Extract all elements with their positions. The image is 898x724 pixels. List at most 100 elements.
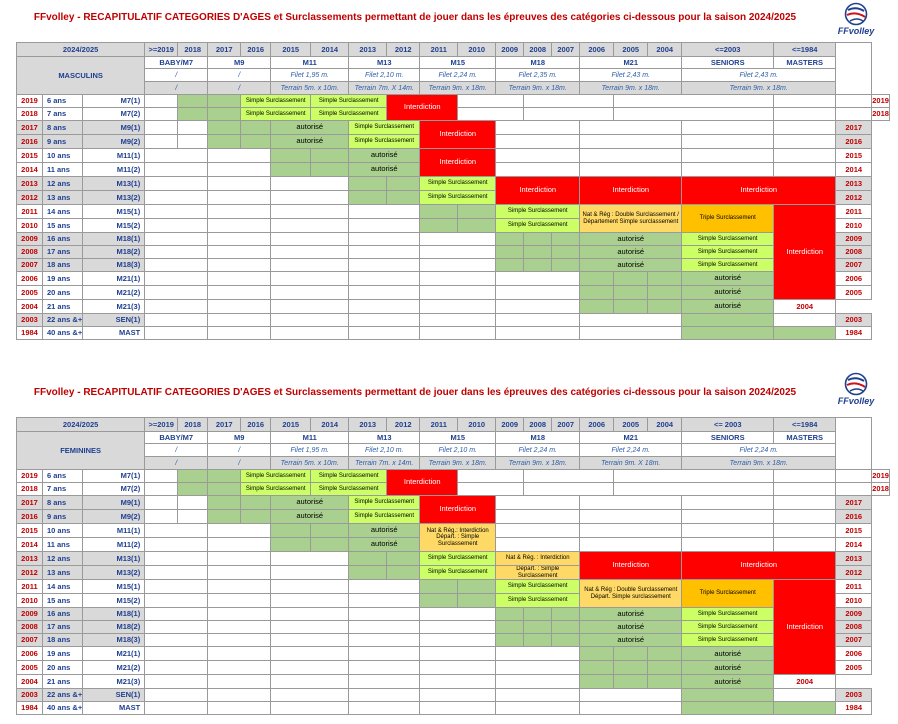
empty-cell [495, 299, 581, 314]
category-code: M21(1) [82, 646, 146, 662]
volleyball-icon [844, 2, 868, 26]
category-code: M18(2) [82, 245, 146, 259]
empty-cell [348, 313, 421, 327]
empty-cell [144, 190, 209, 205]
interdiction-cell: Interdiction [495, 176, 581, 205]
year-header: 2008 [523, 417, 553, 432]
birth-year-right: 1984 [835, 701, 873, 716]
autorise-cell: autorisé [681, 299, 775, 314]
birth-year-right: 2018 [871, 107, 890, 121]
empty-cell [579, 509, 683, 524]
simple-surclassement-cell: Simple Surclassement [681, 258, 775, 272]
age-label: 13 ans [41, 190, 84, 205]
autorise-cell: autorisé [681, 271, 775, 286]
gender-label: MASCULINS [15, 56, 146, 95]
terrain-size: Terrain 9m. x 18m. [681, 81, 837, 95]
birth-year: 2003 [16, 688, 43, 703]
empty-cell [270, 176, 350, 191]
birth-year: 2007 [16, 258, 43, 272]
empty-cell [144, 482, 179, 496]
empty-cell [270, 564, 350, 581]
empty-cell [419, 701, 497, 716]
green-cell [310, 523, 350, 538]
green-cell [523, 620, 553, 635]
empty-cell [207, 633, 272, 648]
empty-cell [270, 232, 350, 246]
birth-year-right: 2014 [835, 537, 873, 552]
green-cell [207, 469, 242, 483]
empty-cell [144, 633, 209, 648]
empty-cell [773, 313, 837, 327]
terrain-size: / [144, 81, 209, 95]
empty-cell [207, 313, 272, 327]
empty-cell [144, 495, 179, 510]
empty-cell [457, 94, 525, 108]
simple-surclassement-cell: Simple Surclassement [240, 94, 312, 108]
birth-year: 2003 [16, 313, 43, 327]
birth-year-right: 2013 [835, 551, 873, 566]
empty-cell [144, 176, 209, 191]
age-label: 16 ans [41, 232, 84, 246]
age-label: 6 ans [41, 469, 84, 483]
birth-year-right: 2015 [835, 523, 873, 538]
age-label: 10 ans [41, 523, 84, 538]
birth-year-right: 2008 [835, 620, 873, 635]
empty-cell [773, 162, 837, 177]
empty-cell [495, 495, 581, 510]
birth-year: 2010 [16, 593, 43, 609]
birth-year-right: 2016 [835, 509, 873, 524]
empty-cell [613, 469, 775, 483]
green-cell [647, 646, 683, 662]
category-code: M18(2) [82, 620, 146, 635]
simple-surclassement-cell: Simple Surclassement [495, 218, 581, 233]
year-header: 2015 [270, 42, 312, 57]
category-code: M13(1) [82, 551, 146, 566]
age-label: 19 ans [41, 271, 84, 286]
category-name: M18 [495, 56, 581, 69]
feminines-section: FFvolley - RECAPITULATIF CATEGORIES D'AG… [0, 360, 898, 724]
empty-cell [495, 646, 581, 662]
green-cell [240, 120, 272, 135]
empty-cell [270, 551, 350, 566]
year-header: 2015 [270, 417, 312, 432]
filet-height: / [207, 68, 272, 82]
birth-year: 1984 [16, 701, 43, 716]
birth-year-right: 2007 [835, 258, 873, 272]
simple-surclassement-cell: Simple Surclassement [495, 204, 581, 219]
empty-cell [144, 564, 209, 581]
birth-year-right: 2017 [835, 495, 873, 510]
green-cell [551, 245, 581, 259]
year-header: <=2003 [681, 42, 775, 57]
birth-year-right: 2004 [773, 299, 837, 314]
terrain-size: Terrain 9m. x 18m. [681, 456, 837, 470]
birth-year-right: 2010 [835, 218, 873, 233]
gender-label: FEMININES [15, 431, 146, 470]
empty-cell [348, 593, 421, 609]
age-label: 13 ans [41, 564, 84, 581]
empty-cell [773, 509, 837, 524]
category-code: M18(3) [82, 633, 146, 648]
green-cell [457, 593, 497, 609]
green-cell [495, 232, 525, 246]
empty-cell [177, 495, 209, 510]
year-header: 2014 [310, 417, 350, 432]
empty-cell [144, 701, 209, 716]
year-header: 2005 [613, 417, 649, 432]
masculins-section: FFvolley - RECAPITULATIF CATEGORIES D'AG… [0, 0, 898, 360]
year-header: 2009 [495, 42, 525, 57]
empty-cell [348, 258, 421, 272]
simple-surclassement-cell: Simple Surclassement [310, 469, 388, 483]
age-label: 17 ans [41, 620, 84, 635]
green-cell [177, 469, 209, 483]
age-label: 15 ans [41, 593, 84, 609]
ffvolley-logo: FFvolley [830, 2, 882, 38]
green-cell [523, 607, 553, 622]
birth-year-right: 2010 [835, 593, 873, 609]
terrain-size: Terrain 5m. x 10m. [270, 81, 350, 95]
category-code: M21(3) [82, 299, 146, 314]
empty-cell [177, 120, 209, 135]
green-cell [613, 660, 649, 676]
green-cell [523, 232, 553, 246]
empty-cell [773, 134, 837, 149]
autorise-cell: autorisé [579, 607, 683, 622]
